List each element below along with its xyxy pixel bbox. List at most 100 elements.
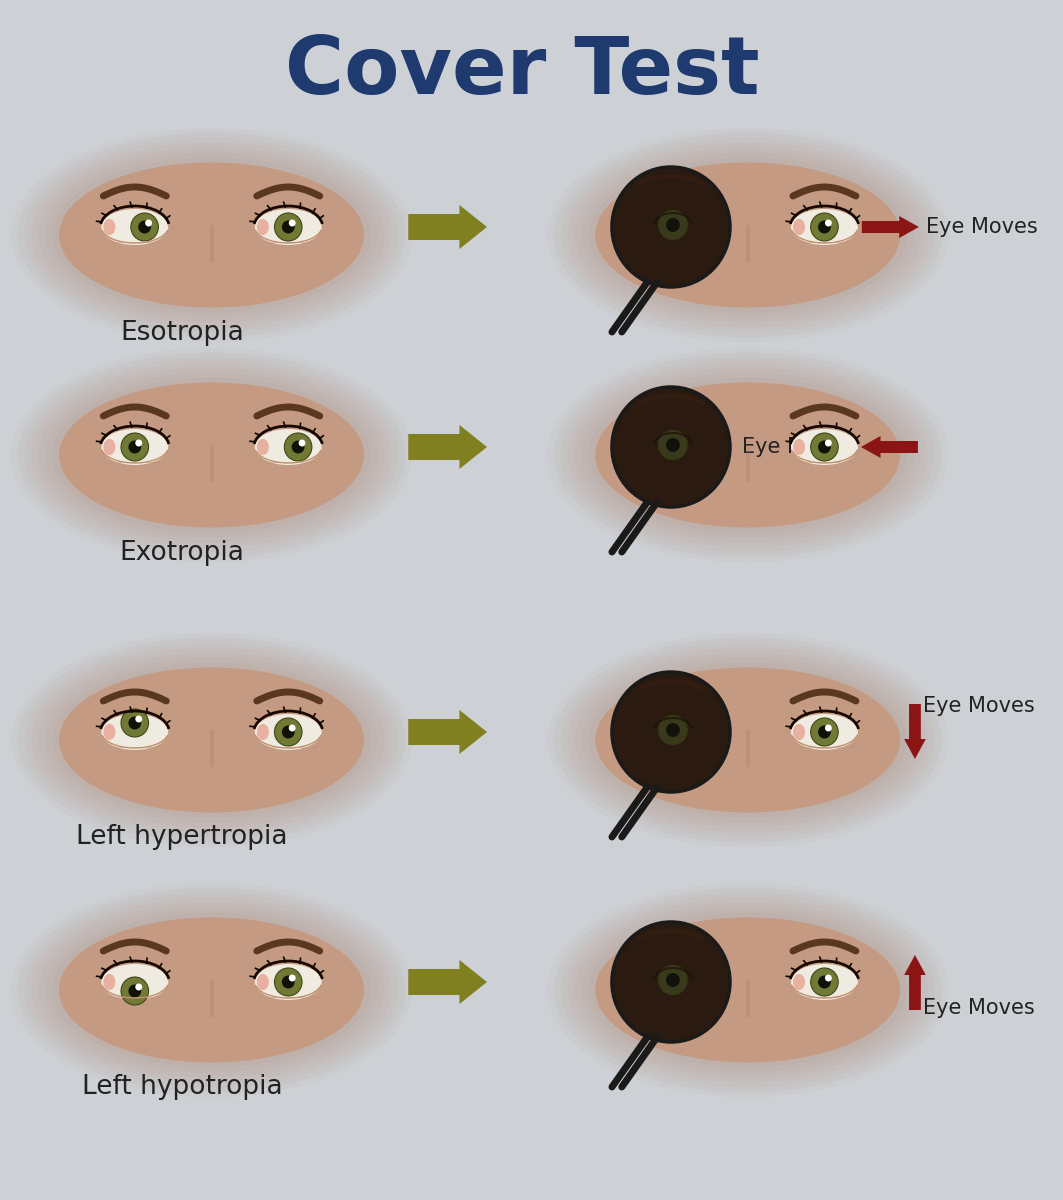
Ellipse shape bbox=[38, 367, 385, 542]
Circle shape bbox=[282, 976, 294, 989]
Circle shape bbox=[282, 726, 294, 738]
Ellipse shape bbox=[568, 362, 928, 547]
Circle shape bbox=[121, 977, 149, 1006]
Ellipse shape bbox=[255, 428, 322, 464]
Circle shape bbox=[274, 214, 302, 241]
Ellipse shape bbox=[11, 632, 412, 847]
Circle shape bbox=[811, 433, 839, 461]
Circle shape bbox=[667, 722, 680, 737]
Circle shape bbox=[811, 968, 839, 996]
Circle shape bbox=[667, 438, 680, 452]
Circle shape bbox=[612, 922, 730, 1042]
Ellipse shape bbox=[595, 667, 900, 812]
Text: Eye Moves: Eye Moves bbox=[742, 437, 854, 457]
Circle shape bbox=[291, 440, 304, 454]
Ellipse shape bbox=[574, 902, 921, 1078]
Ellipse shape bbox=[32, 648, 391, 833]
Ellipse shape bbox=[561, 642, 934, 838]
Ellipse shape bbox=[18, 353, 405, 558]
Ellipse shape bbox=[24, 642, 399, 838]
Text: Left hypertropia: Left hypertropia bbox=[77, 824, 288, 851]
Text: Esotropia: Esotropia bbox=[120, 319, 243, 346]
Ellipse shape bbox=[588, 912, 907, 1068]
Ellipse shape bbox=[60, 383, 364, 528]
Ellipse shape bbox=[554, 132, 942, 337]
Ellipse shape bbox=[32, 143, 391, 328]
Circle shape bbox=[129, 716, 141, 730]
Text: Eye Moves: Eye Moves bbox=[923, 696, 1034, 716]
Ellipse shape bbox=[547, 632, 948, 847]
Circle shape bbox=[819, 726, 831, 738]
Ellipse shape bbox=[581, 658, 914, 822]
Circle shape bbox=[274, 968, 302, 996]
Ellipse shape bbox=[791, 714, 858, 750]
Ellipse shape bbox=[547, 127, 948, 342]
Circle shape bbox=[612, 672, 730, 792]
Ellipse shape bbox=[791, 209, 858, 245]
Circle shape bbox=[667, 218, 680, 232]
Ellipse shape bbox=[103, 724, 116, 740]
Ellipse shape bbox=[561, 358, 934, 552]
Ellipse shape bbox=[793, 724, 805, 740]
Circle shape bbox=[289, 725, 296, 732]
Ellipse shape bbox=[581, 152, 914, 318]
Ellipse shape bbox=[18, 637, 405, 842]
Ellipse shape bbox=[257, 439, 269, 455]
FancyArrow shape bbox=[408, 710, 487, 754]
Ellipse shape bbox=[101, 964, 168, 1000]
Ellipse shape bbox=[38, 902, 385, 1078]
Ellipse shape bbox=[60, 667, 364, 812]
Circle shape bbox=[825, 220, 832, 227]
Text: Left hypotropia: Left hypotropia bbox=[82, 1074, 283, 1100]
Circle shape bbox=[612, 167, 730, 287]
Circle shape bbox=[135, 439, 142, 446]
Circle shape bbox=[658, 965, 688, 995]
Circle shape bbox=[612, 386, 730, 506]
Ellipse shape bbox=[46, 907, 377, 1073]
Circle shape bbox=[612, 922, 730, 1042]
Ellipse shape bbox=[11, 348, 412, 563]
Ellipse shape bbox=[793, 439, 805, 455]
Circle shape bbox=[131, 214, 158, 241]
Ellipse shape bbox=[581, 907, 914, 1073]
Circle shape bbox=[121, 433, 149, 461]
FancyArrow shape bbox=[408, 960, 487, 1004]
Circle shape bbox=[612, 672, 730, 792]
Circle shape bbox=[289, 220, 296, 227]
Ellipse shape bbox=[574, 653, 921, 828]
Circle shape bbox=[138, 221, 151, 234]
FancyArrow shape bbox=[905, 704, 926, 758]
Ellipse shape bbox=[793, 974, 805, 990]
Circle shape bbox=[612, 386, 730, 506]
Ellipse shape bbox=[103, 439, 116, 455]
Ellipse shape bbox=[101, 714, 168, 750]
Circle shape bbox=[667, 973, 680, 986]
Ellipse shape bbox=[255, 964, 322, 1000]
Ellipse shape bbox=[52, 662, 371, 817]
Circle shape bbox=[284, 433, 311, 461]
Circle shape bbox=[129, 984, 141, 997]
Ellipse shape bbox=[11, 882, 412, 1098]
FancyArrow shape bbox=[905, 955, 926, 1010]
Circle shape bbox=[146, 220, 152, 227]
Ellipse shape bbox=[574, 367, 921, 542]
FancyArrow shape bbox=[408, 205, 487, 248]
Ellipse shape bbox=[103, 974, 116, 990]
Ellipse shape bbox=[257, 974, 269, 990]
Ellipse shape bbox=[588, 662, 907, 817]
Ellipse shape bbox=[24, 358, 399, 552]
Circle shape bbox=[282, 221, 294, 234]
Circle shape bbox=[819, 976, 831, 989]
Ellipse shape bbox=[24, 893, 399, 1087]
Circle shape bbox=[274, 718, 302, 746]
Ellipse shape bbox=[547, 348, 948, 563]
Circle shape bbox=[129, 440, 141, 454]
Ellipse shape bbox=[32, 898, 391, 1082]
Ellipse shape bbox=[554, 888, 942, 1092]
Ellipse shape bbox=[60, 918, 364, 1062]
Ellipse shape bbox=[595, 162, 900, 307]
Ellipse shape bbox=[257, 724, 269, 740]
Circle shape bbox=[299, 439, 305, 446]
Ellipse shape bbox=[588, 378, 907, 533]
Ellipse shape bbox=[568, 898, 928, 1082]
